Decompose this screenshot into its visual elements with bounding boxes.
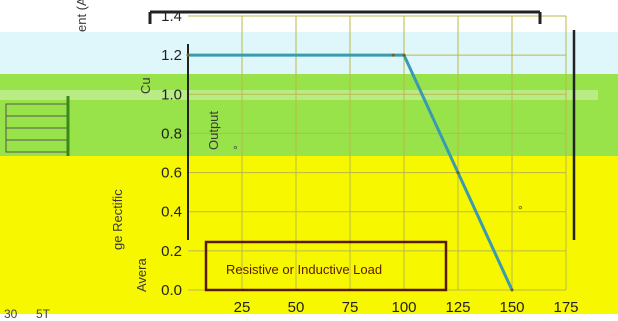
series-point xyxy=(391,53,395,57)
grid xyxy=(188,15,567,291)
y-tick-label: 1.0 xyxy=(161,86,182,103)
x-tick-label: 25 xyxy=(234,299,251,316)
stray-text: ° xyxy=(518,203,523,217)
series-point xyxy=(456,171,460,175)
y-tick-label: 0.0 xyxy=(161,282,182,299)
series-point xyxy=(186,53,190,57)
y-tick-label: 0.2 xyxy=(161,243,182,260)
y-tick-labels: 0.0 0.2 0.4 0.6 0.8 1.0 1.2 1.4 xyxy=(161,8,182,299)
x-tick-label: 100 xyxy=(391,299,416,316)
annotation-box xyxy=(204,240,448,292)
x-tick-label: 125 xyxy=(445,299,470,316)
x-tick-label: 175 xyxy=(553,299,578,316)
y-axis-label-fragment: Cu xyxy=(138,77,153,94)
y-tick-label: 1.2 xyxy=(161,47,182,64)
plot-frame xyxy=(66,10,576,240)
stray-text: ° xyxy=(233,143,238,157)
series-point xyxy=(510,288,514,292)
annotation-label: Resistive or Inductive Load xyxy=(226,262,382,277)
x-tick-label: 150 xyxy=(499,299,524,316)
x-tick-label: 50 xyxy=(288,299,305,316)
yellow-band xyxy=(0,156,618,314)
y-tick-label: 0.8 xyxy=(161,125,182,142)
y-tick-label: 0.4 xyxy=(161,204,182,221)
stray-text: 30 xyxy=(4,307,18,321)
light-blue-band xyxy=(0,32,618,74)
series-point xyxy=(402,53,406,57)
light-strip-1 xyxy=(0,90,598,100)
y-axis-label-fragment: Avera xyxy=(134,258,149,292)
x-tick-label: 75 xyxy=(342,299,359,316)
output-fragment: Output xyxy=(206,111,221,150)
y-tick-label: 1.4 xyxy=(161,8,182,25)
stray-text: 5T xyxy=(36,307,51,321)
derating-curve xyxy=(186,53,514,292)
y-axis-label-fragment: ge Rectific xyxy=(110,189,125,250)
y-tick-label: 0.6 xyxy=(161,165,182,182)
green-band xyxy=(0,74,618,156)
y-axis-label-fragment: ent (A) xyxy=(74,0,89,32)
x-tick-labels: 25 50 75 100 125 150 175 xyxy=(234,299,579,316)
